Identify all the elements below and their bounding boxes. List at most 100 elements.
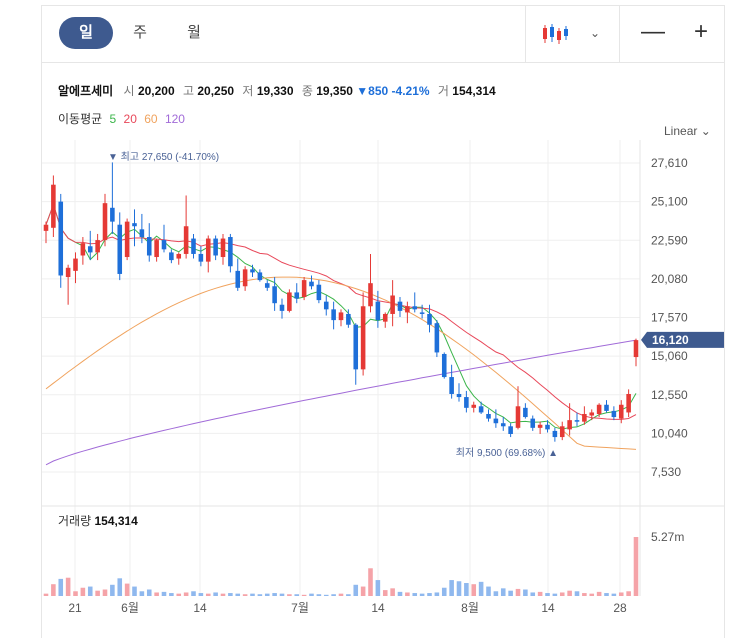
y-tick-label: 10,040 bbox=[651, 426, 688, 440]
volume-bar bbox=[559, 592, 565, 596]
zoom-in-button[interactable]: + bbox=[693, 18, 708, 45]
volume-bar bbox=[146, 589, 152, 596]
volume-bar bbox=[353, 584, 359, 596]
candle-body bbox=[346, 313, 351, 325]
volume-title-value: 154,314 bbox=[94, 514, 138, 528]
candle-body bbox=[110, 207, 115, 222]
low-value: 19,330 bbox=[256, 84, 294, 98]
volume-bar bbox=[257, 594, 263, 596]
candle-body bbox=[132, 223, 137, 227]
chevron-down-icon: ⌄ bbox=[700, 124, 711, 138]
candle-body bbox=[478, 406, 484, 413]
period-week-tab[interactable]: 주 bbox=[133, 24, 147, 41]
volume-bar bbox=[449, 580, 454, 596]
y-tick-label: 25,100 bbox=[651, 195, 688, 209]
volume-bar bbox=[176, 593, 182, 596]
volume-bar bbox=[493, 591, 499, 596]
volume-bar bbox=[205, 593, 211, 596]
candle-body bbox=[102, 203, 108, 241]
volume-bar bbox=[604, 593, 609, 596]
candle-body bbox=[382, 313, 388, 322]
high-annotation: ▼ 최고 27,650 (-41.70%) bbox=[108, 151, 219, 163]
volume-bar bbox=[338, 593, 344, 596]
x-tick-label: 7월 bbox=[291, 601, 309, 615]
candle-body bbox=[183, 226, 189, 254]
candle-body bbox=[604, 404, 609, 411]
moving-average-legend: 이동평균 5 20 60 120 bbox=[58, 110, 189, 127]
period-month-tab[interactable]: 월 bbox=[187, 24, 201, 41]
candlestick-icon[interactable] bbox=[540, 22, 572, 46]
volume-bar bbox=[309, 593, 314, 596]
candle-body bbox=[611, 410, 617, 418]
volume-bar bbox=[154, 592, 159, 596]
candle-body bbox=[316, 284, 322, 301]
candle-body bbox=[530, 418, 536, 428]
candle-body bbox=[287, 292, 292, 311]
candle-body bbox=[331, 309, 336, 321]
volume-bar bbox=[242, 594, 248, 596]
open-value: 20,200 bbox=[137, 84, 175, 98]
high-value: 20,250 bbox=[197, 84, 235, 98]
volume-bar bbox=[486, 586, 491, 596]
close-label: 종 bbox=[301, 84, 313, 98]
volume-axis-label: 5.27m bbox=[651, 530, 684, 544]
candle-body bbox=[368, 283, 373, 307]
candle-body bbox=[390, 295, 395, 314]
candle-body bbox=[87, 246, 93, 253]
ma-60: 60 bbox=[144, 112, 158, 126]
scale-label: Linear bbox=[664, 124, 698, 138]
current-price-label: 16,120 bbox=[652, 333, 689, 347]
stock-info-line: 알에프세미 시 20,200 고 20,250 저 19,330 종 19,35… bbox=[58, 82, 496, 99]
candle-body bbox=[176, 253, 182, 259]
candle-body bbox=[486, 413, 491, 419]
zoom-out-button[interactable]: — bbox=[641, 18, 665, 45]
candle-body bbox=[471, 404, 477, 408]
volume-bar bbox=[626, 591, 631, 596]
volume-bar bbox=[427, 593, 432, 596]
volume-bar bbox=[294, 594, 300, 596]
ma60-line bbox=[45, 276, 637, 450]
volume-bar bbox=[132, 586, 137, 596]
candle-body bbox=[294, 292, 300, 299]
candle-body bbox=[257, 272, 263, 281]
candle-body bbox=[198, 253, 204, 262]
candle-body bbox=[301, 280, 307, 298]
candle-body bbox=[191, 238, 196, 254]
ma120-line bbox=[45, 339, 637, 466]
x-tick-label: 14 bbox=[541, 601, 555, 615]
volume-bar bbox=[87, 586, 93, 596]
candle-body bbox=[515, 406, 521, 428]
candle-body bbox=[95, 240, 100, 253]
candle-body bbox=[375, 301, 381, 321]
change-value: ▼850 -4.21% bbox=[356, 84, 430, 98]
scale-dropdown[interactable]: Linear ⌄ bbox=[664, 124, 711, 138]
candle-body bbox=[545, 424, 550, 430]
candle-body bbox=[523, 407, 528, 418]
volume-bar bbox=[95, 590, 100, 596]
volume-bar bbox=[596, 591, 602, 596]
candle-body bbox=[309, 281, 314, 287]
candle-body bbox=[272, 286, 277, 304]
candle-body bbox=[146, 237, 152, 256]
volume-bar bbox=[515, 588, 521, 596]
x-tick-label: 14 bbox=[371, 601, 385, 615]
volume-bar bbox=[272, 593, 277, 596]
low-label: 저 bbox=[242, 84, 254, 98]
volume-bar bbox=[346, 594, 351, 596]
candle-body bbox=[213, 238, 218, 256]
candle-body bbox=[559, 426, 565, 438]
volume-bar bbox=[405, 592, 410, 596]
volume-bar bbox=[220, 593, 226, 596]
period-day-tab[interactable]: 일 bbox=[59, 17, 113, 49]
y-tick-label: 27,610 bbox=[651, 156, 688, 170]
volume-bar bbox=[441, 587, 447, 596]
volume-bar bbox=[331, 594, 336, 596]
candle-body bbox=[220, 238, 226, 258]
volume-bar bbox=[43, 593, 49, 596]
chevron-down-icon[interactable]: ⌄ bbox=[590, 26, 601, 40]
volume-bar bbox=[390, 588, 395, 596]
candle-body bbox=[618, 404, 624, 419]
candle-body bbox=[633, 340, 639, 358]
candle-body bbox=[397, 301, 403, 311]
